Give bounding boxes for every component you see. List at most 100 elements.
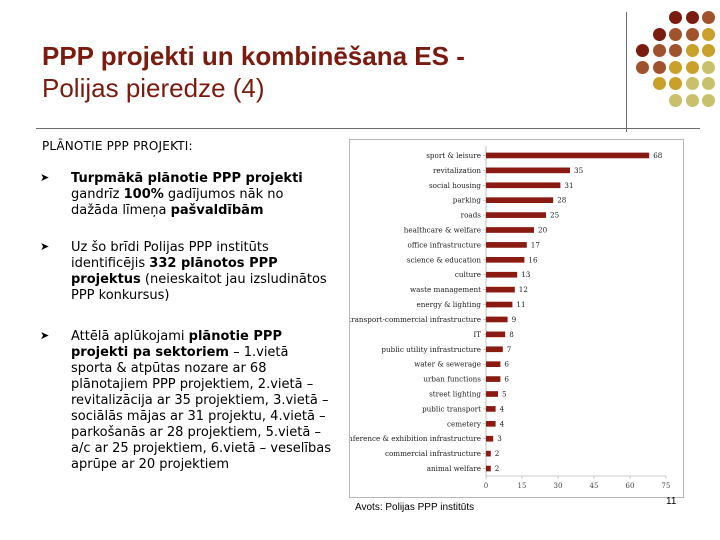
x-tick-label: 45 [590, 482, 599, 490]
bullet-text-run: 332 plānotos PPP projektus [71, 256, 278, 287]
data-label: 2 [495, 464, 500, 473]
bar [486, 197, 554, 204]
decorative-dot [702, 77, 715, 90]
category-label: roads [461, 211, 482, 220]
category-label: conference & exhibition infrastructure [350, 434, 481, 443]
category-label: science & education [407, 255, 481, 264]
decorative-dot [652, 60, 666, 74]
category-label: culture [455, 270, 481, 279]
data-label: 35 [574, 166, 584, 175]
data-label: 4 [500, 404, 505, 413]
bar [486, 301, 513, 308]
bar [486, 256, 525, 263]
arrowhead-bullet-icon: ➤ [40, 171, 50, 184]
bar [486, 465, 491, 472]
data-label: 28 [557, 196, 567, 205]
bullet-text-run: gandrīz [71, 187, 124, 202]
x-tick-label: 30 [554, 482, 563, 490]
decorative-dot [685, 27, 699, 41]
title-line-2: Polijas pieredze (4) [42, 73, 265, 103]
decorative-dot [702, 11, 715, 24]
decorative-dot [669, 27, 682, 41]
bar [486, 450, 491, 457]
decorative-dot [685, 93, 699, 107]
category-label: transport-commercial infrastructure [350, 315, 481, 324]
bullet-text-run: (neieskaitot jau izsludinātos PPP konkur… [71, 272, 327, 303]
data-label: 7 [507, 345, 512, 354]
decorative-dot [636, 44, 649, 57]
category-label: cemetery [447, 419, 482, 428]
bar [486, 316, 508, 323]
category-label: water & sewerage [414, 360, 481, 369]
category-label: animal welfare [427, 464, 481, 473]
slide-title: PPP projekti un kombinēšana ES - Polijas… [42, 40, 602, 104]
bullet-text: Attēlā aplūkojami plānotie PPP projekti … [71, 329, 333, 473]
decorative-dot [669, 93, 682, 107]
category-label: office infrastructure [408, 240, 481, 249]
x-tick-label: 60 [626, 482, 635, 490]
decorative-dot [685, 11, 699, 24]
decorative-dot [702, 60, 715, 74]
data-label: 12 [519, 285, 528, 294]
bullet-text: Turpmākā plānotie PPP projekti gandrīz 1… [71, 171, 333, 219]
x-tick-label: 75 [662, 482, 671, 490]
bullet-text-run: 100% [123, 187, 164, 202]
x-tick-label: 0 [484, 482, 488, 490]
title-line-1: PPP projekti un kombinēšana ES - [42, 41, 465, 71]
data-label: 16 [528, 255, 538, 264]
bullet-text-run: pašvaldībām [170, 203, 264, 218]
bar [486, 376, 501, 382]
decorative-dot [669, 11, 682, 24]
vertical-divider [626, 12, 627, 132]
data-label: 6 [504, 360, 509, 369]
decorative-dot [652, 27, 666, 41]
data-label: 2 [495, 449, 500, 458]
category-label: sport & leisure [426, 151, 481, 160]
category-label: IT [473, 330, 481, 339]
bar [486, 227, 534, 233]
bar [486, 391, 498, 397]
category-label: healthcare & welfare [404, 226, 481, 235]
bar [486, 152, 650, 159]
data-label: 3 [497, 434, 502, 443]
bullet-text-run: gadījumos nāk no dažāda līmeņa [71, 187, 284, 218]
section-heading: PLĀNOTIE PPP PROJEKTI: [42, 139, 193, 153]
data-label: 6 [504, 375, 509, 384]
data-label: 11 [516, 300, 525, 309]
bar [486, 406, 496, 412]
source-note: Avots: Polijas PPP institūts [355, 502, 475, 513]
bullet-text-run: Attēlā aplūkojami [71, 329, 189, 344]
arrowhead-bullet-icon: ➤ [40, 240, 50, 253]
data-label: 17 [531, 240, 541, 249]
bar [486, 271, 518, 278]
bar [486, 435, 494, 442]
horizontal-divider [36, 128, 700, 129]
bar [486, 167, 570, 174]
bullet-text-run: Turpmākā plānotie PPP projekti [71, 171, 303, 186]
category-label: street lighting [429, 390, 481, 399]
data-label: 13 [521, 270, 531, 279]
data-label: 8 [509, 330, 514, 339]
bar [486, 420, 496, 427]
category-label: public transport [422, 404, 481, 413]
category-label: parking [453, 196, 482, 205]
bar [486, 212, 546, 218]
category-label: public utility infrastructure [381, 345, 481, 354]
decorative-dot [669, 60, 682, 74]
bullet-text-run: Uz šo brīdi Polijas PPP institūts identi… [71, 240, 269, 271]
decorative-dot [685, 44, 699, 57]
bullet-text: Uz šo brīdi Polijas PPP institūts identi… [71, 240, 333, 304]
data-label: 31 [564, 181, 573, 190]
decorative-dot [685, 77, 699, 90]
data-label: 9 [512, 315, 517, 324]
decorative-dot [669, 77, 682, 90]
decorative-dot [652, 77, 666, 90]
decorative-dot [702, 44, 715, 57]
decorative-dot [669, 44, 682, 57]
bar [486, 346, 503, 353]
category-label: energy & lighting [417, 300, 482, 309]
bar [486, 361, 501, 368]
decorative-dot [685, 60, 699, 74]
decorative-dot [702, 93, 715, 107]
bullet-text-run: plānotie PPP projekti pa sektoriem [71, 329, 282, 360]
